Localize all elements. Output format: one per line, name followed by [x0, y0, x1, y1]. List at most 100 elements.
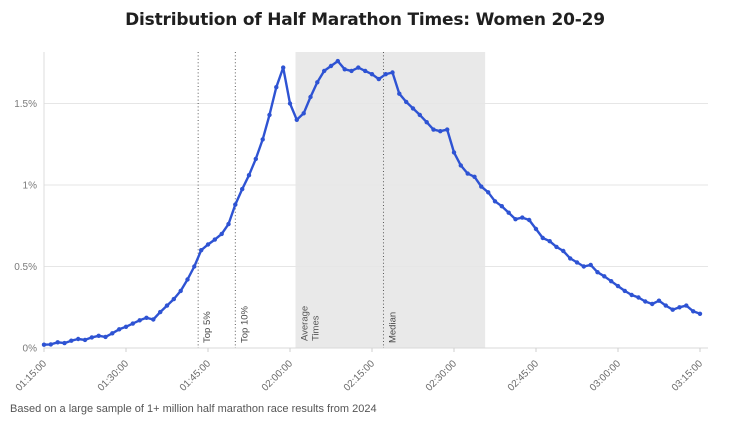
data-point	[458, 163, 463, 168]
data-point	[445, 127, 450, 132]
data-point	[246, 173, 252, 178]
data-point	[335, 58, 340, 64]
data-point	[520, 215, 525, 220]
x-tick-label: 01:45:00	[178, 358, 214, 394]
data-point	[233, 202, 238, 207]
data-point	[390, 70, 395, 75]
data-point	[41, 342, 47, 347]
data-point	[322, 68, 327, 74]
data-point	[342, 67, 347, 72]
chart-title: Distribution of Half Marathon Times: Wom…	[125, 10, 605, 30]
data-point	[301, 111, 306, 116]
data-point	[397, 91, 402, 96]
data-point	[205, 242, 211, 247]
data-point	[424, 120, 429, 125]
data-point	[130, 321, 135, 326]
data-point	[615, 283, 621, 289]
data-point	[404, 99, 409, 105]
data-point	[513, 217, 518, 222]
annotation-vline-label: Top 10%	[239, 305, 250, 343]
data-point	[369, 72, 375, 77]
data-point	[588, 262, 593, 268]
data-point	[55, 340, 60, 345]
data-point	[253, 156, 258, 162]
data-point	[123, 324, 129, 329]
y-tick-label: 1%	[23, 181, 38, 192]
data-point	[479, 184, 484, 189]
data-point	[438, 129, 443, 134]
data-points	[41, 58, 703, 347]
data-point	[171, 296, 176, 302]
data-point	[622, 288, 627, 294]
data-point	[663, 303, 668, 308]
data-point	[656, 298, 662, 303]
data-point	[581, 264, 586, 269]
y-tick-label: 0.5%	[14, 262, 37, 273]
data-point	[643, 299, 648, 304]
data-point	[533, 226, 539, 232]
data-point	[82, 337, 88, 343]
data-point	[691, 309, 696, 314]
gridlines	[44, 103, 708, 349]
data-point	[609, 279, 614, 284]
annotation-vline-label: Top 5%	[202, 311, 213, 343]
data-point	[486, 190, 491, 195]
x-tick-label: 02:15:00	[342, 358, 378, 394]
data-point	[219, 231, 224, 237]
data-point	[506, 210, 511, 215]
data-point	[650, 301, 655, 307]
x-tick-label: 03:15:00	[670, 358, 706, 394]
x-axis-labels: 01:15:00 01:30:00 01:45:00 02:00:00 02:15:00…	[14, 358, 706, 394]
y-tick-label: 1.5%	[14, 99, 37, 110]
data-point	[328, 63, 334, 69]
data-point	[636, 295, 641, 300]
data-point	[144, 315, 149, 320]
data-point	[349, 68, 354, 74]
data-point	[574, 260, 580, 265]
data-point	[684, 303, 689, 308]
data-point	[315, 80, 320, 85]
data-point	[89, 335, 95, 340]
x-tick-label: 01:15:00	[14, 358, 50, 394]
data-point	[96, 333, 101, 338]
data-point	[472, 174, 477, 179]
data-point	[527, 217, 532, 223]
x-tick-label: 03:00:00	[588, 358, 624, 394]
x-tick-label: 02:45:00	[506, 358, 542, 394]
data-point	[677, 305, 682, 310]
data-point	[465, 171, 470, 176]
data-point	[103, 334, 108, 340]
x-tick-label: 01:30:00	[96, 358, 132, 394]
data-point	[164, 303, 170, 308]
data-point	[287, 101, 293, 106]
data-point	[410, 106, 416, 111]
data-point	[185, 277, 190, 282]
data-point	[117, 327, 122, 332]
data-point	[199, 248, 204, 253]
data-point	[670, 307, 675, 312]
data-point	[356, 65, 361, 70]
data-point	[110, 331, 115, 336]
band-label-line: Average	[299, 306, 310, 341]
data-point	[69, 338, 74, 343]
data-point	[274, 85, 279, 90]
data-point	[629, 292, 634, 298]
source-note: Based on a large sample of 1+ million ha…	[10, 403, 377, 415]
data-point	[697, 311, 703, 316]
data-point	[137, 318, 142, 323]
band-label-line: Times	[310, 315, 321, 341]
data-point	[178, 288, 183, 294]
data-point	[376, 76, 381, 82]
data-point	[383, 72, 388, 77]
data-point	[294, 117, 299, 123]
data-point	[212, 237, 217, 242]
data-point	[499, 204, 504, 209]
x-tick-label: 02:30:00	[424, 358, 460, 394]
average-times-band	[295, 52, 486, 348]
data-point	[240, 186, 245, 192]
data-point	[547, 239, 552, 244]
data-point	[431, 127, 436, 132]
data-point	[158, 309, 163, 315]
annotation-vline-label: Median	[387, 312, 398, 343]
